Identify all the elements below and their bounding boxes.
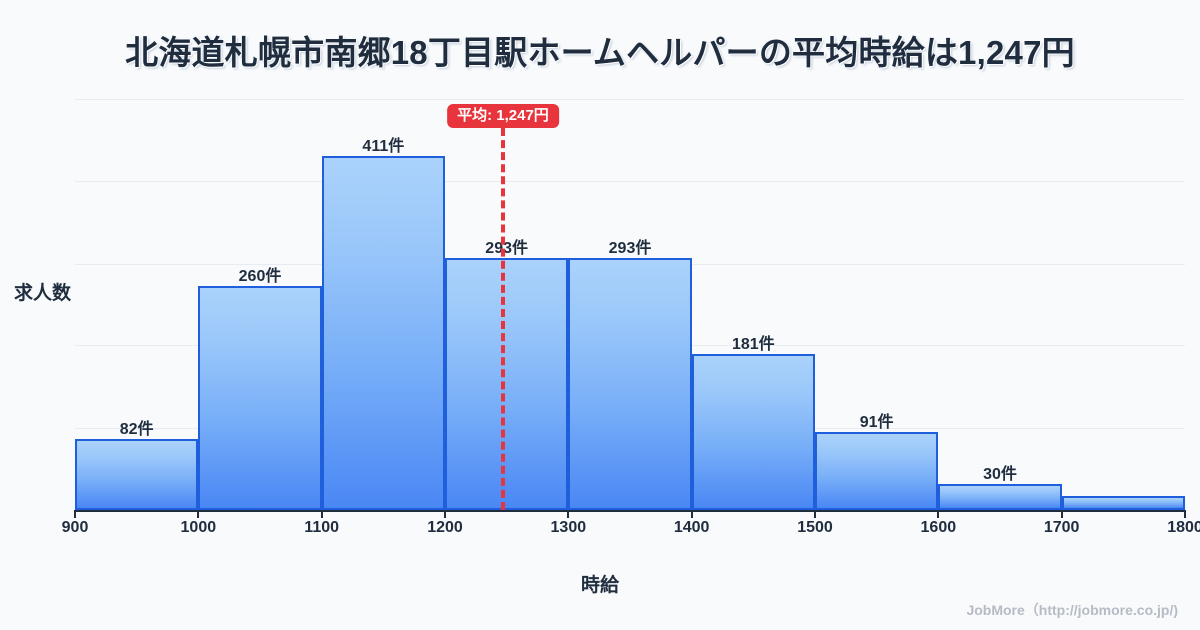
x-axis-tick xyxy=(937,510,940,518)
x-axis-tick-label: 1500 xyxy=(797,519,833,536)
x-axis-tick-label: 1800 xyxy=(1167,519,1200,536)
gridline xyxy=(75,99,1185,100)
x-axis-tick-label: 1200 xyxy=(427,519,463,536)
x-axis-tick-label: 1100 xyxy=(304,519,340,536)
gridline xyxy=(75,180,1185,182)
x-axis-tick xyxy=(444,510,446,518)
x-axis-title: 時給 xyxy=(580,575,619,596)
watermark-footer: JobMore（http://jobmore.co.jp/) xyxy=(966,602,1178,618)
histogram-bar[interactable] xyxy=(691,354,815,510)
x-axis-tick xyxy=(814,510,816,518)
x-axis-tick xyxy=(320,510,323,518)
histogram-bar[interactable] xyxy=(1061,496,1185,510)
y-axis-title: 求人数 xyxy=(14,283,72,304)
histogram-bar[interactable] xyxy=(75,439,199,510)
x-axis-tick-label: 1600 xyxy=(920,519,957,536)
x-axis-tick-label: 1000 xyxy=(180,519,217,536)
histogram-bar[interactable] xyxy=(938,484,1062,510)
x-axis-tick-label: 1700 xyxy=(1043,519,1080,536)
x-axis-tick xyxy=(1060,510,1063,518)
mean-dashed-line xyxy=(500,128,505,510)
bar-value-label: 82件 xyxy=(119,421,154,439)
histogram-bar[interactable] xyxy=(815,431,939,510)
x-axis-tick-label: 1300 xyxy=(550,519,587,536)
x-axis-tick xyxy=(197,510,200,518)
bar-value-label: 293件 xyxy=(485,239,529,257)
page-title: 北海道札幌市南郷18丁目駅ホームヘルパーの平均時給は1,247円 xyxy=(125,34,1075,71)
bar-value-label: 91件 xyxy=(859,413,894,431)
x-axis-tick xyxy=(1184,510,1186,518)
x-axis-tick xyxy=(567,510,570,518)
histogram-bar[interactable] xyxy=(198,285,322,510)
x-axis-line xyxy=(75,510,1185,512)
bar-value-label: 293件 xyxy=(608,239,652,257)
bar-value-label: 30件 xyxy=(983,466,1017,484)
bar-value-label: 411件 xyxy=(362,137,405,155)
x-axis-tick-label: 1400 xyxy=(673,519,710,536)
x-axis-tick xyxy=(74,510,76,518)
histogram-bar[interactable] xyxy=(321,155,445,510)
mean-badge: 平均: 1,247円 xyxy=(447,104,559,128)
x-axis-tick xyxy=(690,510,693,518)
bar-value-label: 260件 xyxy=(238,267,282,285)
histogram-bar[interactable] xyxy=(445,257,569,510)
histogram-bar[interactable] xyxy=(568,257,692,510)
bar-value-label: 181件 xyxy=(731,336,775,354)
x-axis-tick-label: 900 xyxy=(61,519,89,536)
